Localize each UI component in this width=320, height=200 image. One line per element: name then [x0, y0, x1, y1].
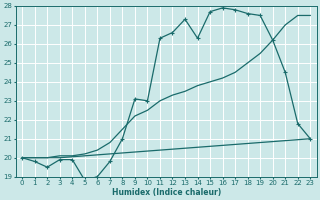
X-axis label: Humidex (Indice chaleur): Humidex (Indice chaleur)	[112, 188, 221, 197]
